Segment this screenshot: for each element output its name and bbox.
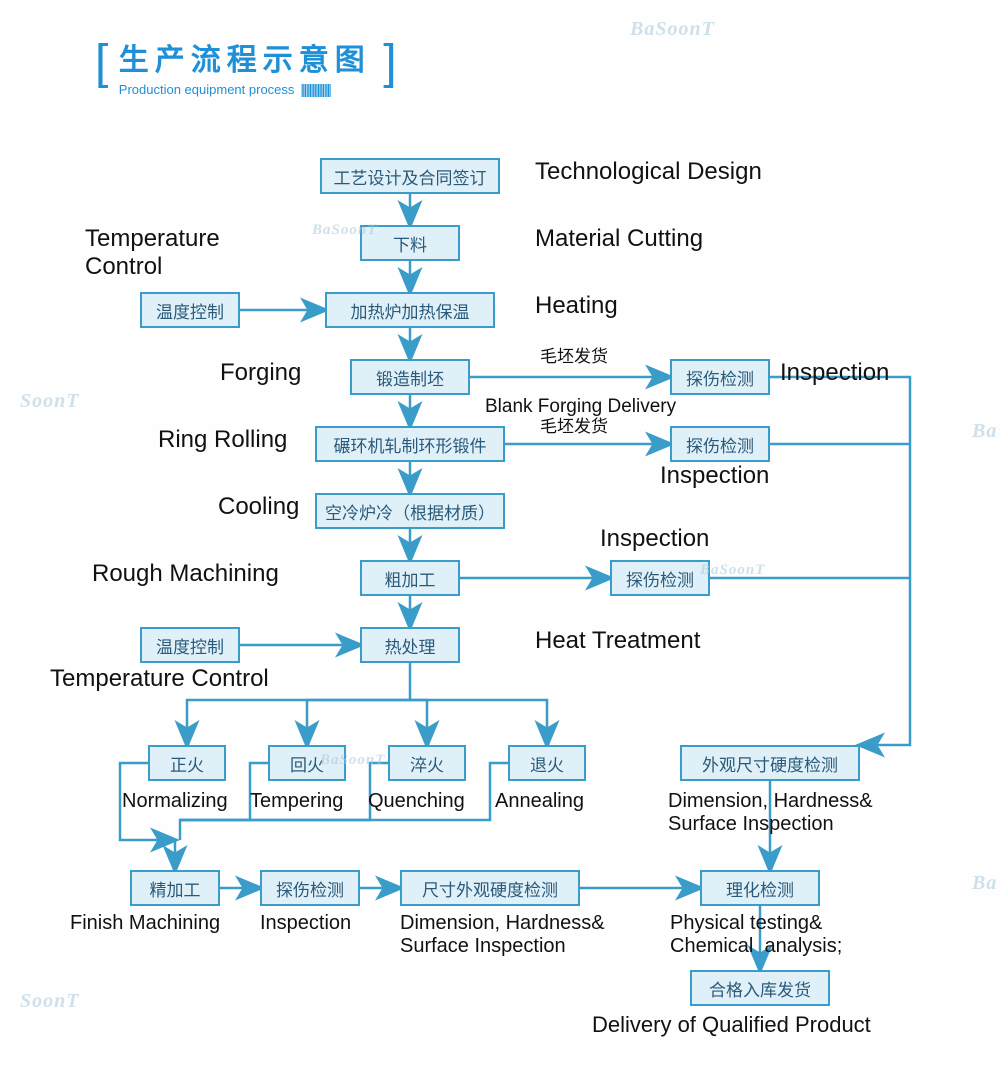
label-anneal_en: Annealing (495, 790, 584, 813)
title-cn: 生产流程示意图 (119, 35, 371, 79)
label-norm_en: Normalizing (122, 790, 228, 813)
watermark-2: BaSoonT (312, 222, 377, 239)
box-inspect_2: 探伤检测 (670, 426, 770, 462)
polyline-p_split_l2 (307, 700, 410, 720)
box-heat_treat: 热处理 (360, 627, 460, 663)
watermark-5: SoonT (20, 990, 79, 1013)
box-norm: 正火 (148, 745, 226, 781)
box-rough_mach: 粗加工 (360, 560, 460, 596)
label-rough_mach_en: Rough Machining (92, 560, 279, 588)
label-dim_side_en: Dimension, Hardness& Surface Inspection (668, 790, 873, 836)
label-inspect_4_en: Inspection (260, 912, 351, 935)
label-tech_design_en: Technological Design (535, 158, 762, 186)
box-dim_inspect_side: 外观尺寸硬度检测 (680, 745, 860, 781)
polyline-p_insp1_side (770, 377, 910, 745)
label-heat_treat_en: Heat Treatment (535, 627, 700, 655)
box-heating: 加热炉加热保温 (325, 292, 495, 328)
watermark-1: SoonT (20, 390, 79, 413)
box-tech_design: 工艺设计及合同签订 (320, 158, 500, 194)
box-temp_ctrl_2: 温度控制 (140, 627, 240, 663)
box-quench: 淬火 (388, 745, 466, 781)
watermark-3: BaSoonT (700, 562, 765, 579)
label-blank_delivery_cn_1: 毛坯发货 (540, 342, 608, 367)
label-finish_mach_en: Finish Machining (70, 912, 220, 935)
box-dim_inspect: 尺寸外观硬度检测 (400, 870, 580, 906)
bracket-left-icon: [ (95, 35, 106, 90)
label-inspect_2_en: Inspection (660, 462, 769, 490)
bracket-right-icon: ] (383, 35, 396, 90)
watermark-7: Ba (972, 420, 997, 443)
label-temp_ctrl_2_en: Temperature Control (50, 665, 269, 693)
label-inspect_3_en: Inspection (600, 525, 709, 553)
polyline-p_split_r2 (410, 700, 547, 720)
label-forging_en: Forging (220, 359, 301, 387)
label-heating_en: Heating (535, 292, 618, 320)
box-temp_ctrl_1: 温度控制 (140, 292, 240, 328)
label-delivery_en: Delivery of Qualified Product (592, 1012, 871, 1038)
box-anneal: 退火 (508, 745, 586, 781)
label-cooling_en: Cooling (218, 493, 299, 521)
bars-icon: |||||||||||||||||| (300, 81, 329, 97)
watermark-6: Ba (972, 872, 997, 895)
label-temp_ctrl_1_en: Temperature Control (85, 225, 220, 280)
box-phys_chem: 理化检测 (700, 870, 820, 906)
label-phys_chem_en: Physical testing& Chemical analysis; (670, 912, 842, 958)
watermark-4: BaSoonT (320, 752, 385, 769)
box-inspect_3: 探伤检测 (610, 560, 710, 596)
box-inspect_4: 探伤检测 (260, 870, 360, 906)
label-quench_en: Quenching (368, 790, 465, 813)
label-temper_en: Tempering (250, 790, 343, 813)
box-inspect_1: 探伤检测 (670, 359, 770, 395)
label-ring_rolling_en: Ring Rolling (158, 426, 287, 454)
title-en: Production equipment process||||||||||||… (119, 81, 371, 97)
label-material_cutting_en: Material Cutting (535, 225, 703, 253)
box-ring_rolling: 碾环机轧制环形锻件 (315, 426, 505, 462)
label-inspect_1_en: Inspection (780, 359, 889, 387)
watermark-0: BaSoonT (630, 18, 715, 41)
label-dim_en: Dimension, Hardness& Surface Inspection (400, 912, 605, 958)
box-cooling: 空冷炉冷（根据材质） (315, 493, 505, 529)
title-block: [ 生产流程示意图 Production equipment process||… (95, 35, 397, 97)
polyline-p_split_r1 (410, 700, 427, 720)
box-delivery: 合格入库发货 (690, 970, 830, 1006)
label-blank_delivery_cn_2: 毛坯发货 (540, 412, 608, 437)
box-forging: 锻造制坯 (350, 359, 470, 395)
box-finish_mach: 精加工 (130, 870, 220, 906)
